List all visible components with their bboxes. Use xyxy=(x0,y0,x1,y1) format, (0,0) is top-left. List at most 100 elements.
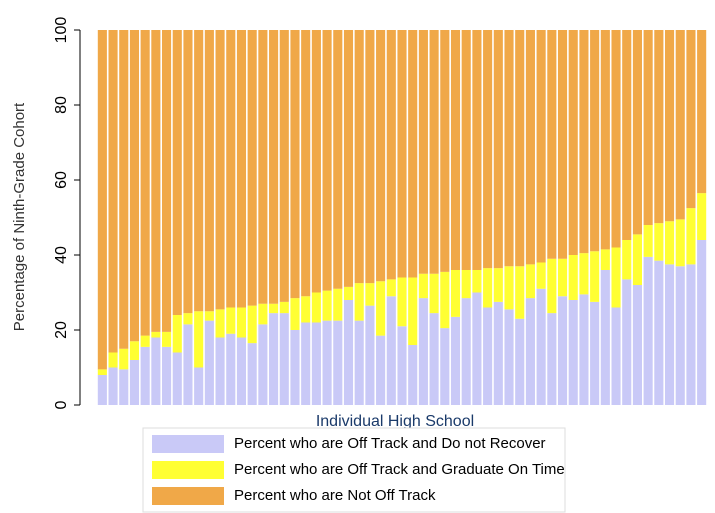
bar-segment xyxy=(450,30,461,270)
bar-segment xyxy=(461,270,471,299)
bar-segment xyxy=(354,320,364,405)
bar-segment xyxy=(654,30,664,224)
bar-segment xyxy=(194,367,204,405)
bar-segment xyxy=(129,341,140,360)
y-tick-label: 40 xyxy=(53,246,70,264)
bar-segment xyxy=(354,283,364,321)
bar-segment xyxy=(140,346,150,405)
bar-segment xyxy=(525,30,535,265)
bar-segment xyxy=(172,352,182,405)
bar-segment xyxy=(172,315,182,353)
bar-segment xyxy=(204,320,214,405)
bar-segment xyxy=(515,318,525,405)
legend-swatch xyxy=(152,461,224,479)
bar-segment xyxy=(376,30,386,282)
bar-segment xyxy=(643,256,653,405)
bar-segment xyxy=(333,288,343,321)
bar-segment xyxy=(343,286,354,300)
bar-segment xyxy=(311,292,321,323)
bar-segment xyxy=(547,313,557,405)
legend-label: Percent who are Not Off Track xyxy=(234,487,436,504)
bar-segment xyxy=(376,281,386,336)
bar-segment xyxy=(226,30,236,308)
bar-segment xyxy=(429,273,439,314)
bar-segment xyxy=(632,234,642,285)
bar-segment xyxy=(162,346,172,405)
bar-segment xyxy=(525,264,535,299)
bar-segment xyxy=(140,335,150,347)
bar-segment xyxy=(450,270,461,317)
bar-segment xyxy=(301,296,311,323)
bar-segment xyxy=(97,369,107,375)
bar-segment xyxy=(493,268,503,302)
bar-segment xyxy=(162,30,172,332)
bar-segment xyxy=(590,30,600,252)
bar-segment xyxy=(151,331,161,338)
bar-segment xyxy=(183,313,193,325)
bar-segment xyxy=(622,240,632,280)
bar-segment xyxy=(590,301,600,405)
bar-segment xyxy=(97,30,107,370)
bar-segment xyxy=(215,309,225,338)
bar-segment xyxy=(440,30,450,272)
bar-segment xyxy=(215,30,225,310)
bar-segment xyxy=(440,271,450,329)
bar-segment xyxy=(515,30,525,267)
bar-segment xyxy=(322,290,332,321)
bar-segment xyxy=(622,30,632,240)
bar-segment xyxy=(686,264,696,405)
bar-segment xyxy=(108,352,118,368)
bar-segment xyxy=(483,30,493,269)
bar-segment xyxy=(675,219,685,267)
bar-segment xyxy=(290,330,300,405)
bar-segment xyxy=(226,333,236,405)
bar-segment xyxy=(418,30,428,274)
bar-segment xyxy=(429,313,439,405)
bar-segment xyxy=(600,30,610,250)
bar-segment xyxy=(97,375,107,405)
bar-segment xyxy=(664,264,675,405)
bar-segment xyxy=(183,30,193,314)
bar-segment xyxy=(279,30,289,302)
bar-segment xyxy=(600,270,610,405)
bar-segment xyxy=(611,247,621,308)
bar-segment xyxy=(536,288,546,405)
bar-segment xyxy=(686,30,696,209)
bar-segment xyxy=(493,301,503,405)
bar-segment xyxy=(386,30,396,280)
bar-segment xyxy=(311,322,321,405)
bar-segment xyxy=(440,328,450,405)
bar-segment xyxy=(643,225,653,257)
bar-segment xyxy=(162,331,172,347)
bar-segment xyxy=(129,360,140,405)
bar-segment xyxy=(236,337,247,405)
bar-segment xyxy=(386,296,396,405)
bar-segment xyxy=(461,298,471,405)
bar-segment xyxy=(311,30,321,293)
bar-segment xyxy=(547,258,557,314)
bar-segment xyxy=(697,30,707,194)
bar-segment xyxy=(140,30,150,336)
bar-segment xyxy=(611,30,621,248)
bar-segment xyxy=(397,326,407,405)
bar-segment xyxy=(247,305,257,344)
bar-segment xyxy=(204,30,214,312)
bar-segment xyxy=(151,337,161,405)
bar-segment xyxy=(686,208,696,265)
bar-segment xyxy=(108,367,118,405)
bar-segment xyxy=(632,30,642,235)
x-axis-title: Individual High School xyxy=(316,413,474,430)
bar-segment xyxy=(194,311,204,368)
bar-segment xyxy=(194,30,204,312)
bar-segment xyxy=(418,273,428,299)
bar-segment xyxy=(675,266,685,405)
bar-segment xyxy=(258,30,268,304)
y-tick-label: 20 xyxy=(53,321,70,339)
bar-segment xyxy=(386,279,396,297)
bar-segment xyxy=(504,309,514,405)
bar-segment xyxy=(557,30,568,259)
bar-segment xyxy=(664,221,675,265)
bar-segment xyxy=(547,30,557,259)
bar-segment xyxy=(408,30,418,278)
bar-segment xyxy=(397,30,407,278)
